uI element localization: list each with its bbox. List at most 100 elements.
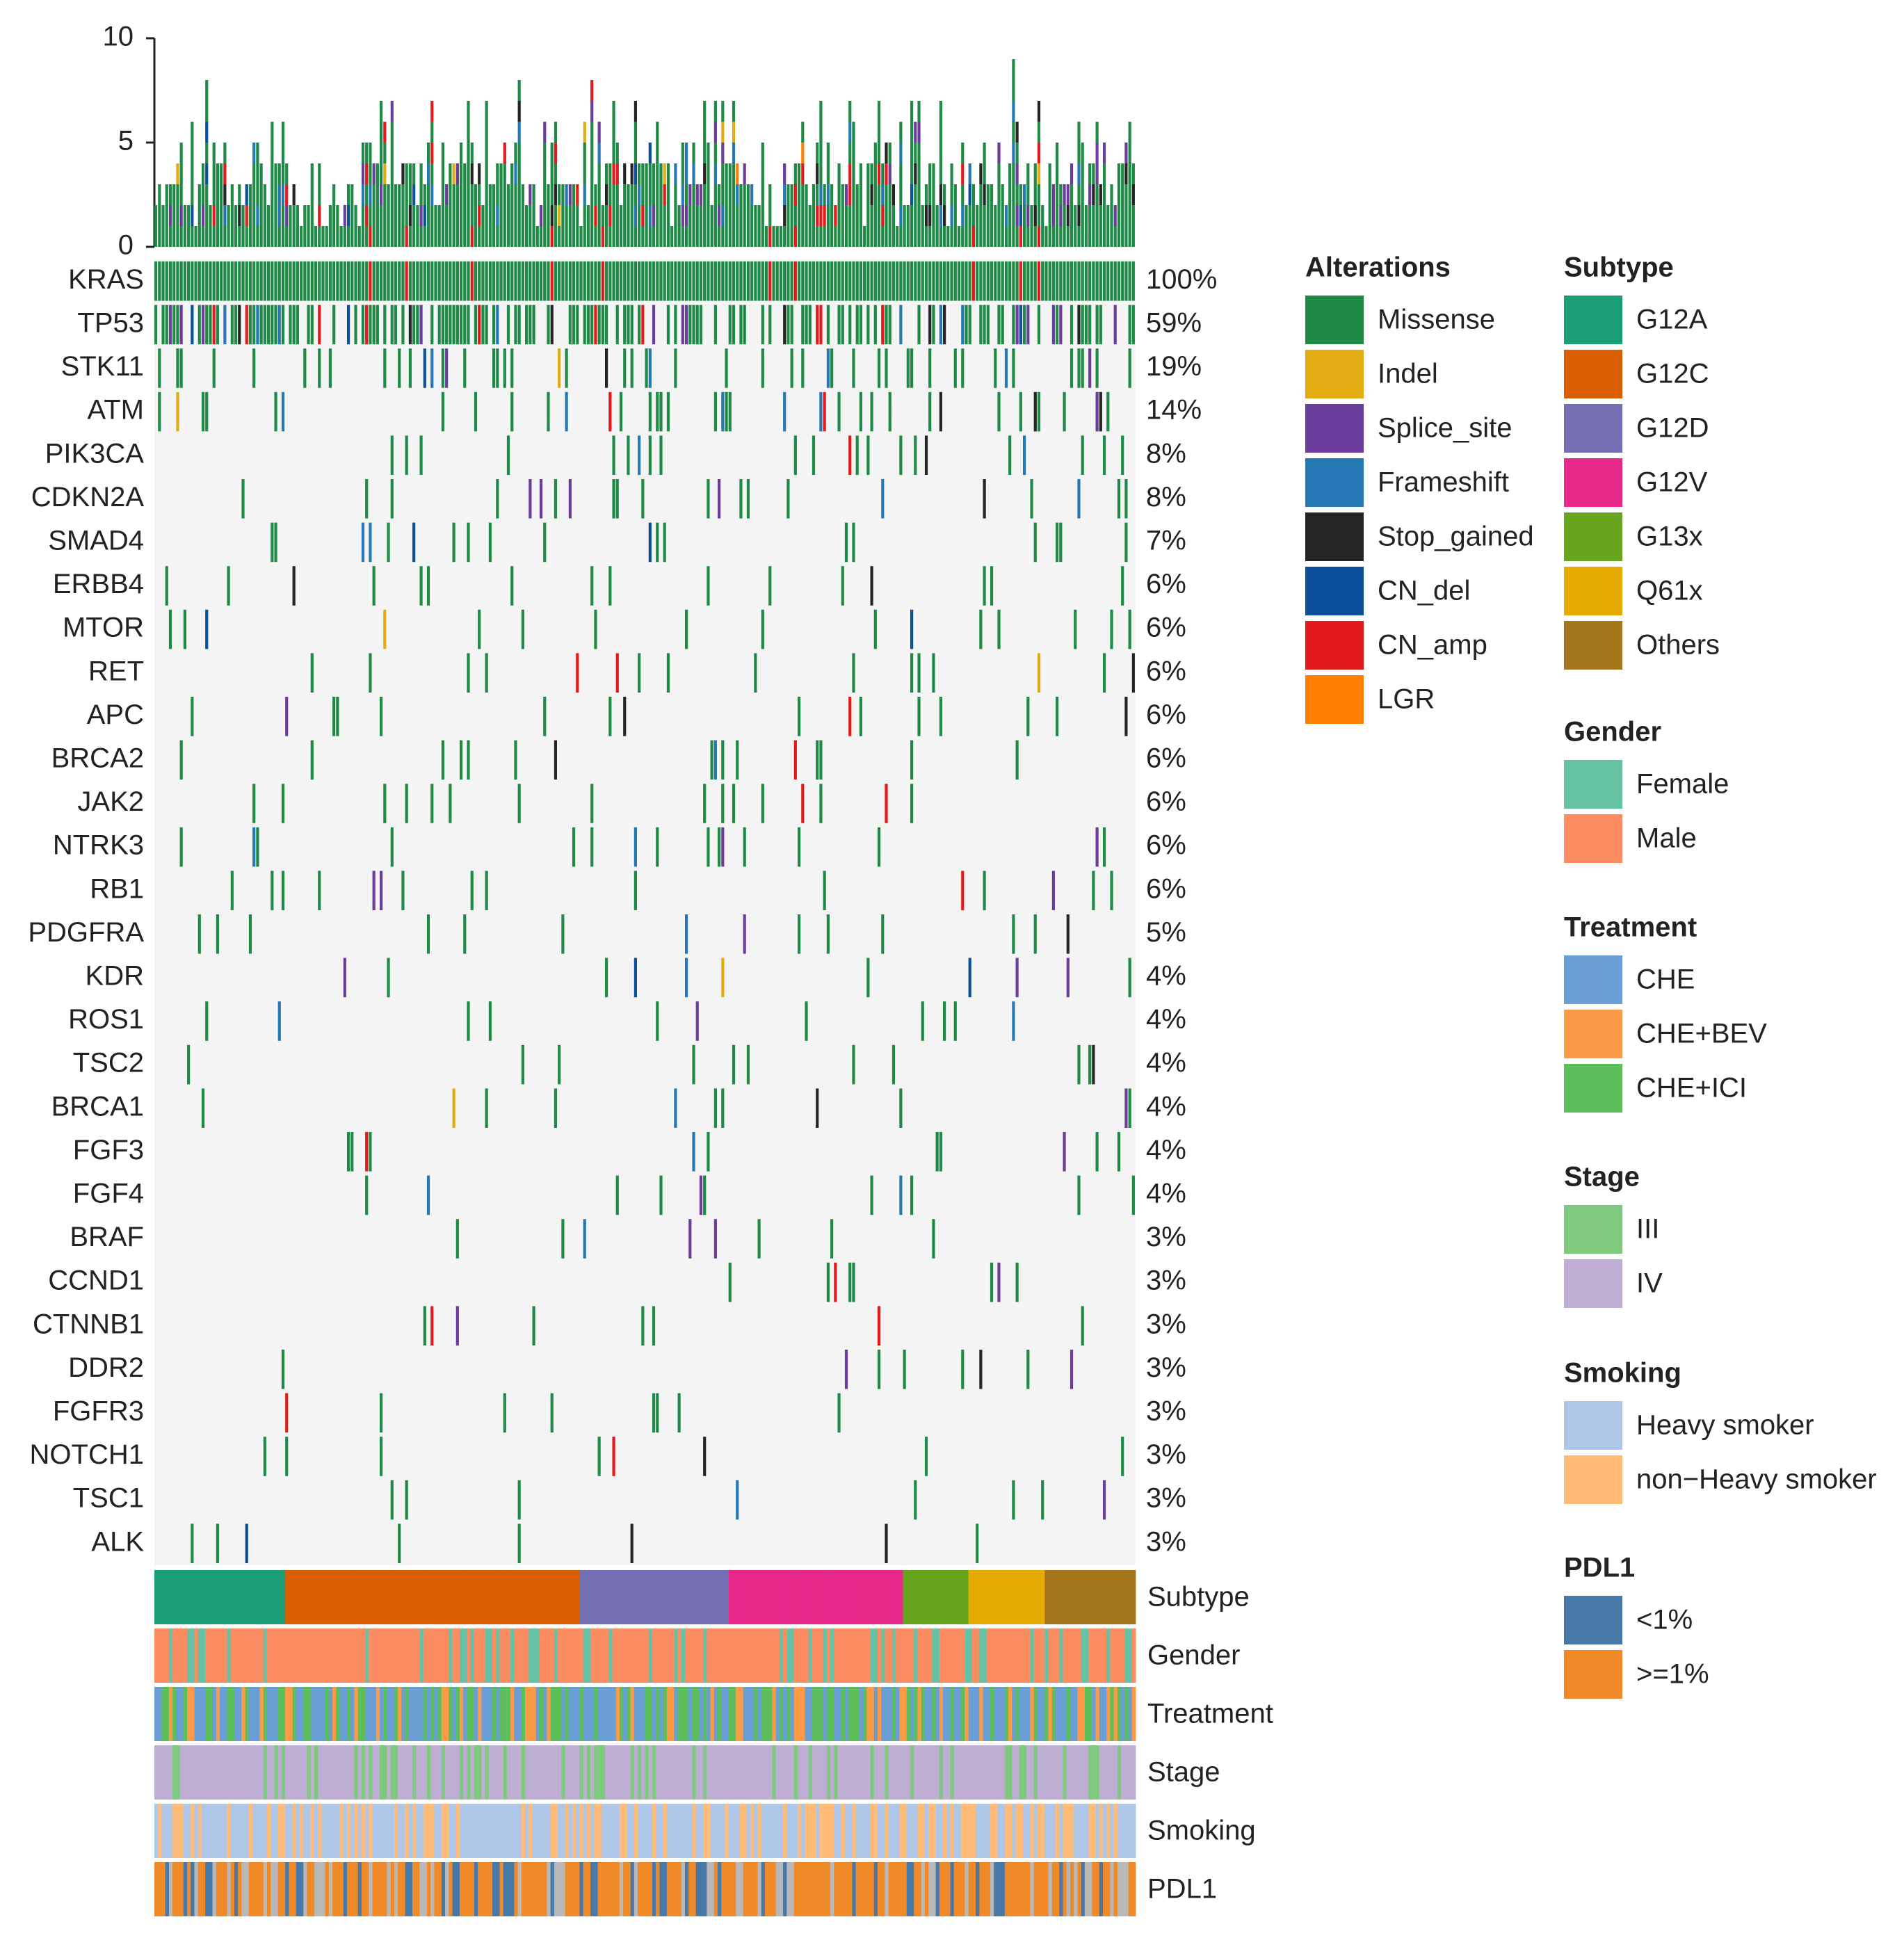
track-stage-cell — [957, 1745, 962, 1800]
tmb-bar-segment — [521, 226, 524, 247]
mutation-cell-rb1 — [380, 871, 383, 910]
track-subtype-cell — [1106, 1570, 1111, 1624]
track-stage-cell — [910, 1745, 914, 1800]
mutation-cell-kras — [615, 261, 619, 301]
track-subtype-cell — [1023, 1570, 1027, 1624]
mutation-cell-ntrk3 — [256, 827, 259, 867]
mutation-cell-kras — [1030, 261, 1033, 301]
track-smoking-cell — [619, 1804, 624, 1858]
legend-label: Missense — [1378, 305, 1495, 335]
track-pdl1-cell — [826, 1862, 831, 1916]
track-pdl1-cell — [1033, 1862, 1038, 1916]
tmb-bar-segment — [380, 122, 383, 143]
mutation-cell-ctnnb1 — [641, 1306, 645, 1345]
tmb-bar-segment — [841, 226, 844, 247]
tmb-bar-segment — [470, 226, 474, 247]
mutation-cell-jak2 — [819, 784, 823, 823]
tmb-bar-segment — [380, 163, 383, 184]
track-stage-cell — [652, 1745, 656, 1800]
tmb-bar-segment — [539, 205, 543, 226]
track-stage-cell — [238, 1745, 242, 1800]
tmb-bar-segment — [1066, 205, 1070, 226]
tmb-bar-segment — [161, 205, 165, 226]
tmb-bar-segment — [383, 163, 387, 184]
track-pdl1-cell — [529, 1862, 533, 1916]
track-gender-cell — [372, 1628, 377, 1683]
tmb-bar-segment — [728, 184, 732, 205]
tmb-bar-segment — [746, 226, 750, 247]
mutation-cell-ret — [666, 653, 670, 693]
track-gender-cell — [946, 1628, 951, 1683]
tmb-bar-segment — [619, 226, 623, 247]
tmb-bar-segment — [961, 143, 965, 163]
track-subtype-cell — [267, 1570, 271, 1624]
mutation-cell-erbb4 — [227, 566, 230, 606]
track-pdl1-cell — [615, 1862, 620, 1916]
track-smoking-cell — [812, 1804, 816, 1858]
track-stage-cell — [852, 1745, 857, 1800]
track-pdl1-cell — [681, 1862, 686, 1916]
mutation-cell-tp53 — [826, 305, 830, 345]
track-pdl1-cell — [932, 1862, 936, 1916]
track-smoking-cell — [289, 1804, 293, 1858]
track-gender-cell — [579, 1628, 584, 1683]
tmb-bar-segment — [859, 184, 863, 205]
track-stage-cell — [797, 1745, 802, 1800]
track-treatment-cell — [579, 1687, 584, 1741]
track-smoking-cell — [583, 1804, 588, 1858]
track-treatment-cell — [187, 1687, 191, 1741]
track-pdl1-cell — [405, 1862, 410, 1916]
track-treatment-cell — [659, 1687, 664, 1741]
track-pdl1-cell — [234, 1862, 239, 1916]
track-treatment-cell — [463, 1687, 467, 1741]
tmb-bar-segment — [274, 184, 277, 205]
tmb-bar-segment — [713, 226, 717, 247]
tmb-bar-segment — [877, 226, 881, 247]
track-treatment-cell — [481, 1687, 485, 1741]
legends: AlterationsMissenseIndelSplice_siteFrame… — [1305, 252, 1877, 1699]
tmb-bar-segment — [263, 184, 266, 205]
tmb-bar-segment — [165, 184, 168, 205]
tmb-bar-segment — [390, 184, 394, 205]
track-gender-cell — [529, 1628, 533, 1683]
mutation-cell-tp53 — [695, 305, 699, 345]
track-smoking-cell — [318, 1804, 322, 1858]
track-subtype-cell — [550, 1570, 555, 1624]
mutation-cell-apc — [1124, 697, 1128, 736]
tmb-bar-segment — [252, 163, 256, 184]
track-stage-cell — [561, 1745, 565, 1800]
mutation-cell-rb1 — [823, 871, 826, 910]
tmb-bar-segment — [401, 205, 405, 226]
track-smoking-cell — [779, 1804, 784, 1858]
tmb-bar-segment — [558, 205, 561, 226]
tmb-bar-segment — [558, 184, 561, 205]
gene-label: KRAS — [68, 264, 144, 295]
track-smoking-cell — [638, 1804, 642, 1858]
tmb-bar-segment — [256, 143, 259, 163]
track-subtype-cell — [896, 1570, 900, 1624]
track-treatment-cell — [844, 1687, 849, 1741]
tmb-bar-segment — [1012, 184, 1015, 205]
track-stage-cell — [517, 1745, 522, 1800]
track-pdl1-cell — [597, 1862, 602, 1916]
track-stage-cell — [601, 1745, 606, 1800]
tmb-bar-segment — [179, 163, 183, 184]
track-stage-cell — [529, 1745, 533, 1800]
tmb-bar-segment — [554, 205, 558, 226]
track-treatment-cell — [529, 1687, 533, 1741]
mutation-cell-tp53 — [256, 305, 259, 345]
track-subtype-cell — [713, 1570, 718, 1624]
mutation-cell-kras — [743, 261, 746, 301]
tmb-bar-segment — [398, 205, 401, 226]
tmb-bar-segment — [380, 143, 383, 163]
track-subtype-cell — [274, 1570, 279, 1624]
track-pdl1-cell — [445, 1862, 449, 1916]
track-pdl1-cell — [797, 1862, 802, 1916]
mutation-cell-pdgfra — [826, 914, 830, 954]
mutation-cell-jak2 — [761, 784, 764, 823]
tmb-bar-segment — [728, 163, 732, 184]
track-treatment-cell — [416, 1687, 420, 1741]
mutation-cell-cdkn2a — [881, 479, 885, 519]
track-stage-cell — [819, 1745, 823, 1800]
tmb-bar-segment — [419, 226, 423, 247]
